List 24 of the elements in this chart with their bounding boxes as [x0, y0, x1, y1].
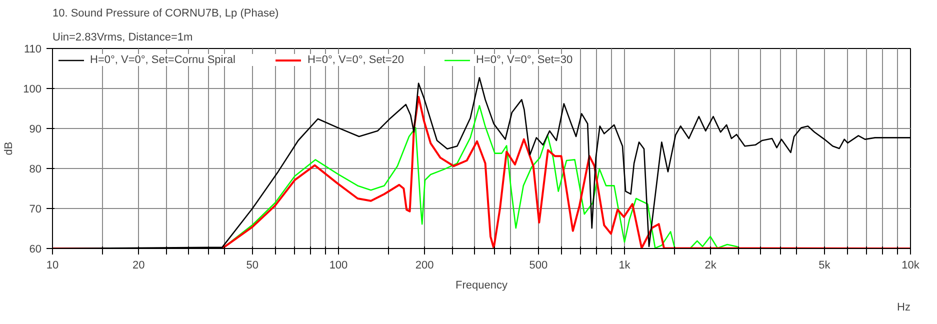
x-tick-label: 50	[246, 260, 259, 272]
x-tick-label: 100	[329, 260, 348, 272]
x-axis-title: Frequency	[456, 280, 508, 292]
x-tick-label: 500	[529, 260, 548, 272]
x-tick-label: 10	[46, 260, 59, 272]
x-tick-label: 20	[132, 260, 145, 272]
x-tick-label: 200	[415, 260, 434, 272]
x-tick-label: 1k	[618, 260, 631, 272]
y-tick-label: 100	[23, 84, 42, 96]
y-tick-label: 90	[29, 124, 42, 136]
chart-subtitle: Uin=2.83Vrms, Distance=1m	[52, 32, 193, 44]
legend-label: H=0°, V=0°, Set=20	[307, 54, 404, 66]
y-tick-label: 110	[24, 44, 42, 56]
legend-label: H=0°, V=0°, Set=Cornu Spiral	[90, 54, 236, 66]
text: Hz	[897, 302, 911, 314]
y-axis-title: dB	[3, 142, 16, 156]
y-tick-label: 80	[29, 164, 42, 176]
x-tick-label: 5k	[818, 260, 831, 272]
x-tick-label: 2k	[704, 260, 717, 272]
x-tick-label: 10k	[902, 260, 920, 272]
legend-label: H=0°, V=0°, Set=30	[476, 54, 573, 66]
y-tick-label: 60	[29, 244, 42, 256]
chart-title: 10. Sound Pressure of CORNU7B, Lp (Phase)	[52, 8, 279, 20]
y-tick-label: 70	[29, 204, 42, 216]
